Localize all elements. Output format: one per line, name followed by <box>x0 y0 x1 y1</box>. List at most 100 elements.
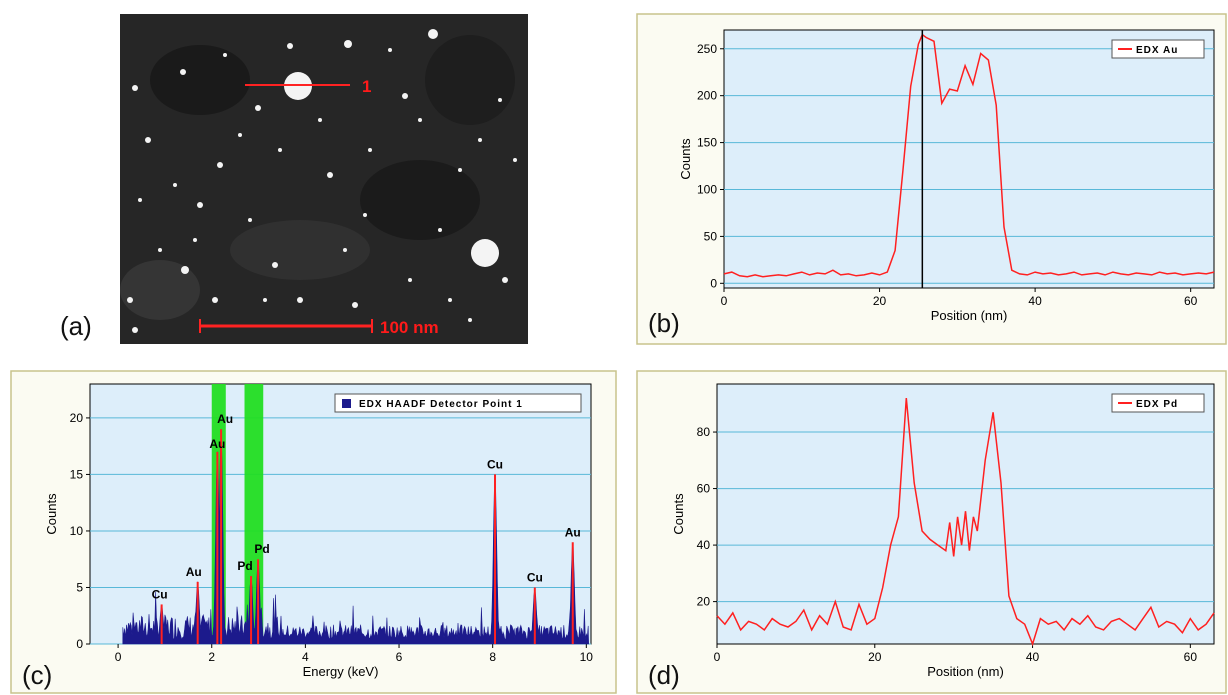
nanoparticle <box>193 238 197 242</box>
nanoparticle <box>158 248 162 252</box>
legend-label: EDX Pd <box>1136 399 1178 410</box>
y-tick-label: 20 <box>70 411 84 425</box>
y-tick-label: 20 <box>697 595 711 609</box>
nanoparticle <box>181 266 189 274</box>
nanoparticle <box>223 53 227 57</box>
x-tick-label: 10 <box>580 650 594 664</box>
x-tick-label: 60 <box>1184 650 1198 664</box>
image-dark-regions <box>120 35 515 320</box>
x-tick-label: 40 <box>1028 294 1042 308</box>
legend-swatch <box>342 399 351 408</box>
nanoparticle <box>127 297 133 303</box>
nanoparticle <box>418 118 422 122</box>
nanoparticle <box>448 298 452 302</box>
y-tick-label: 5 <box>76 580 83 594</box>
y-axis-label: Counts <box>671 493 686 535</box>
nanoparticle <box>498 98 502 102</box>
nanoparticle <box>272 262 278 268</box>
peak-label: Au <box>209 437 225 451</box>
nanoparticle <box>458 168 462 172</box>
x-tick-label: 0 <box>115 650 122 664</box>
y-tick-label: 0 <box>76 637 83 651</box>
nanoparticle <box>145 137 151 143</box>
x-tick-label: 40 <box>1026 650 1040 664</box>
nanoparticle <box>363 213 367 217</box>
nanoparticle <box>212 297 218 303</box>
nanoparticle <box>287 43 293 49</box>
plot-area <box>723 29 1215 289</box>
nanoparticle <box>352 302 358 308</box>
peak-label: Cu <box>487 457 503 471</box>
y-tick-label: 60 <box>697 482 711 496</box>
scale-bar-label: 100 nm <box>380 318 439 337</box>
x-tick-label: 20 <box>868 650 882 664</box>
nanoparticle <box>173 183 177 187</box>
nanoparticle <box>344 40 352 48</box>
y-tick-label: 0 <box>710 276 717 290</box>
panel-letter-c: (c) <box>22 660 52 690</box>
peak-label: Pd <box>237 559 252 573</box>
peak-label: Pd <box>254 542 269 556</box>
y-tick-label: 40 <box>697 538 711 552</box>
y-tick-label: 80 <box>697 425 711 439</box>
legend-label: EDX Au <box>1136 45 1178 56</box>
y-tick-label: 200 <box>697 89 717 103</box>
peak-label: Cu <box>527 570 543 584</box>
y-tick-label: 50 <box>704 229 718 243</box>
nanoparticle <box>478 138 482 142</box>
nanoparticle <box>132 327 138 333</box>
nanoparticle <box>438 228 442 232</box>
y-tick-label: 250 <box>697 42 717 56</box>
nanoparticle <box>297 297 303 303</box>
chart-b: 0 50 100 150 200 250 0 20 40 60 Position (nm) Count… <box>678 29 1215 323</box>
nanoparticle <box>180 69 186 75</box>
nanoparticle <box>402 93 408 99</box>
nanoparticle <box>502 277 508 283</box>
x-axis-label: Position (nm) <box>927 664 1004 679</box>
peak-label: Au <box>186 565 202 579</box>
nanoparticle <box>278 148 282 152</box>
panel-letter-a: (a) <box>60 311 92 341</box>
y-tick-label: 150 <box>697 136 717 150</box>
x-tick-label: 60 <box>1184 294 1198 308</box>
chart-c: 0 5 10 15 20 0 2 4 6 8 10 Energy (keV) Counts Cu Au Au A… <box>44 383 594 679</box>
peak-label: Cu <box>152 587 168 601</box>
nanoparticle <box>318 118 322 122</box>
nanoparticle <box>408 278 412 282</box>
series-line-edx-pd <box>716 398 1215 647</box>
x-tick-label: 0 <box>721 294 728 308</box>
peak-label: Au <box>217 412 233 426</box>
nanoparticle <box>513 158 517 162</box>
plot-area <box>89 383 592 645</box>
nanoparticle <box>428 29 438 39</box>
legend-box <box>1111 39 1205 59</box>
nanoparticle <box>368 148 372 152</box>
nanoparticle <box>388 48 392 52</box>
y-axis-label: Counts <box>44 493 59 535</box>
nanoparticle <box>197 202 203 208</box>
nanoparticle <box>138 198 142 202</box>
nanoparticle <box>255 105 261 111</box>
panel-letter-b: (b) <box>648 308 680 338</box>
nanoparticles <box>127 29 517 333</box>
x-tick-label: 4 <box>302 650 309 664</box>
x-tick-label: 0 <box>714 650 721 664</box>
nanoparticle <box>468 318 472 322</box>
nanoparticle <box>471 239 499 267</box>
nanoparticle <box>217 162 223 168</box>
x-axis-label: Energy (keV) <box>303 664 379 679</box>
x-tick-label: 8 <box>489 650 496 664</box>
y-tick-label: 100 <box>697 182 717 196</box>
panel-d: 20 40 60 80 0 20 40 60 Position (nm) Counts EDX Pd… <box>636 370 1227 694</box>
legend-box <box>1111 393 1205 413</box>
panel-letter-d: (d) <box>648 660 680 690</box>
chart-d: 20 40 60 80 0 20 40 60 Position (nm) Counts EDX Pd <box>671 383 1215 679</box>
panel-c: 0 5 10 15 20 0 2 4 6 8 10 Energy (keV) Counts Cu Au Au A… <box>10 370 617 694</box>
nanoparticle <box>263 298 267 302</box>
y-tick-label: 10 <box>70 524 84 538</box>
panel-b: 0 50 100 150 200 250 0 20 40 60 Position (nm) Count… <box>636 13 1227 345</box>
x-axis-label: Position (nm) <box>931 308 1008 323</box>
y-tick-label: 15 <box>70 467 84 481</box>
nanoparticle <box>327 172 333 178</box>
